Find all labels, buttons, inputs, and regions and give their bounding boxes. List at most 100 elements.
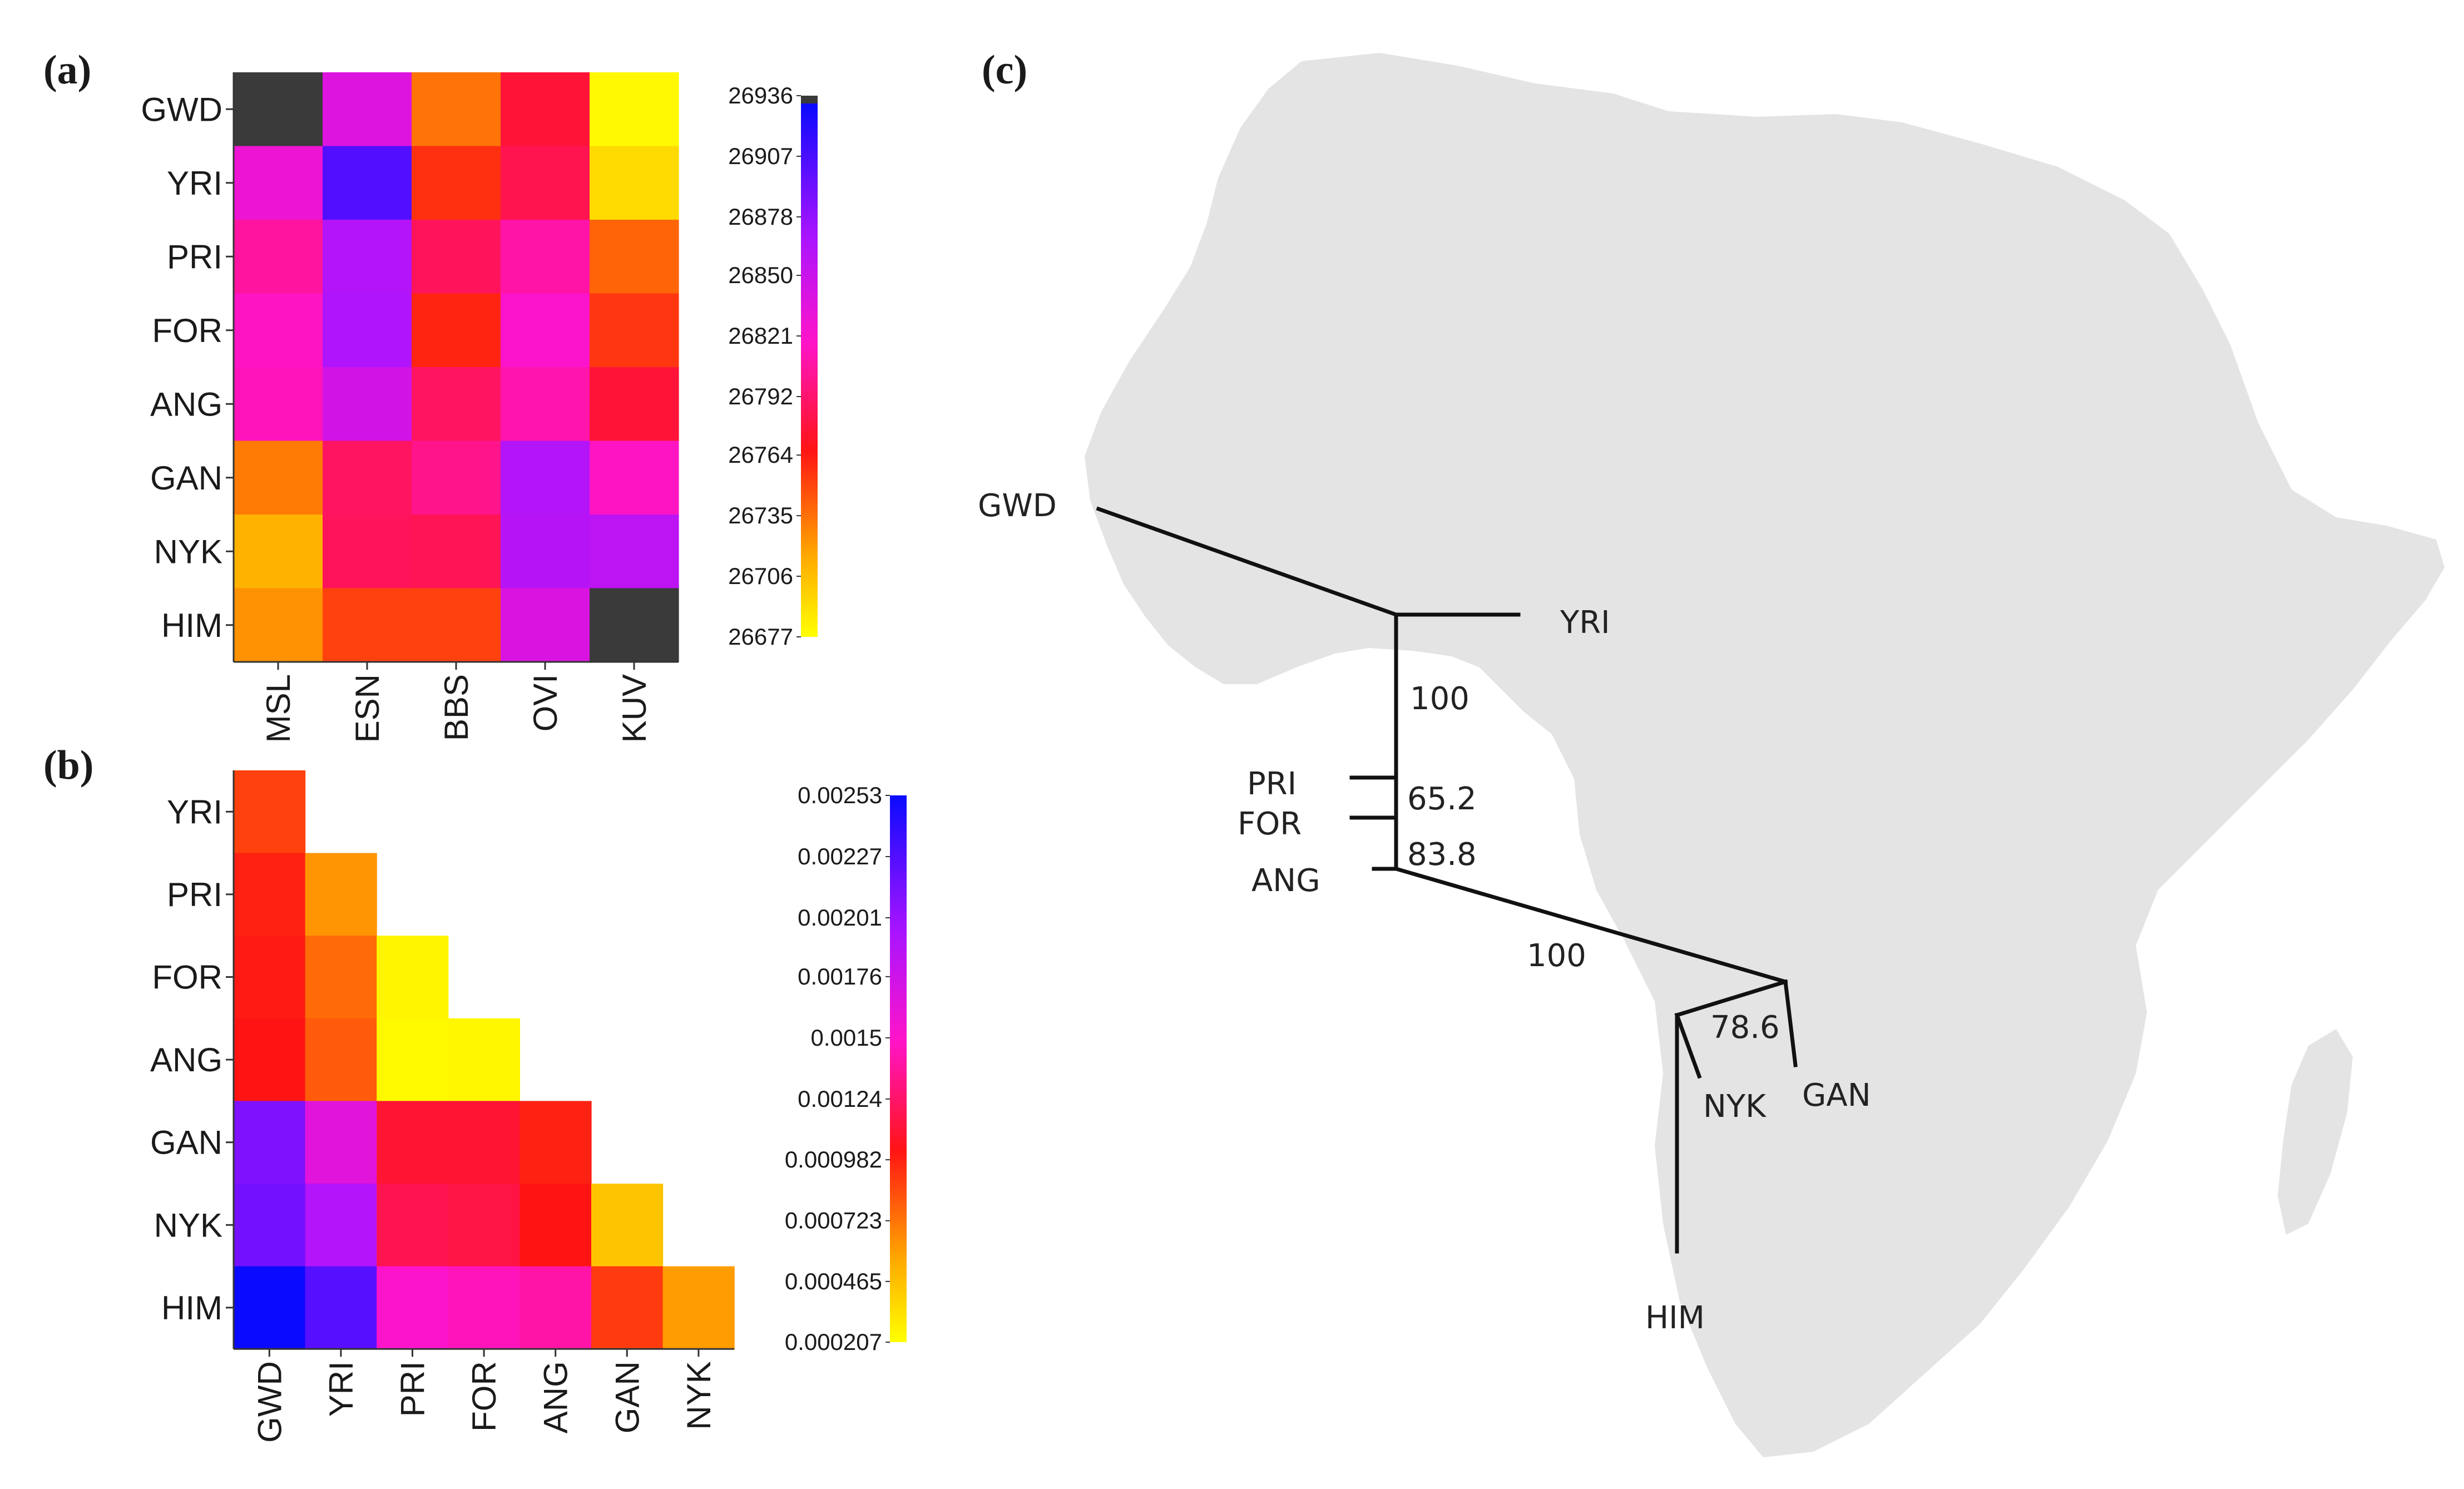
y-tick-label: ANG (150, 1041, 222, 1079)
heatmap-cell (305, 853, 377, 936)
heatmap-cell (591, 1266, 664, 1349)
colorbar-tick-label: 0.00124 (798, 1086, 882, 1112)
panel-label-c: (c) (982, 47, 1027, 93)
heatmap-cell (448, 1266, 520, 1349)
colorbar-tick-label: 26792 (728, 383, 793, 409)
heatmap-cell (519, 1266, 592, 1349)
heatmap-cell (234, 220, 323, 294)
y-tick-label: PRI (167, 876, 222, 913)
heatmap-cell (590, 72, 679, 147)
heatmap-cell (412, 293, 501, 368)
heatmap-cell (591, 1184, 664, 1267)
heatmap-cell (323, 515, 412, 589)
colorbar-tick-label: 26821 (728, 323, 793, 349)
tip-label-him: HIM (1645, 1300, 1705, 1336)
y-tick-label: HIM (161, 607, 222, 644)
colorbar-tick-label: 0.0015 (811, 1025, 882, 1051)
heatmap-cell (590, 588, 679, 662)
colorbar-tick-label: 26735 (728, 502, 793, 528)
heatmap-cell (448, 1018, 520, 1101)
heatmap-cell (412, 515, 501, 589)
heatmap-cell (234, 1266, 306, 1349)
heatmap-cell (305, 1101, 377, 1184)
bootstrap-value: 100 (1410, 681, 1470, 717)
heatmap-cell (501, 72, 590, 147)
heatmap-cell (234, 367, 323, 442)
branch-gwd (1096, 506, 1399, 617)
heatmap-cell (305, 1018, 377, 1101)
heatmap-cell (501, 146, 590, 220)
heatmap-cell (323, 588, 412, 662)
x-tick-label: FOR (466, 1361, 503, 1432)
bootstrap-value: 78.6 (1710, 1010, 1780, 1046)
x-tick-label: KUV (616, 674, 653, 743)
colorbar-tick-label: 26878 (728, 204, 793, 230)
y-tick-label: PRI (167, 238, 222, 275)
heatmap-cell (590, 146, 679, 220)
heatmap-cell (377, 1184, 449, 1267)
x-tick-label: BBS (438, 674, 475, 741)
heatmap-cell (323, 220, 412, 294)
heatmap-cell (412, 146, 501, 220)
heatmap-cell (234, 1184, 306, 1267)
africa-map (1085, 53, 2445, 1457)
y-tick-label: GAN (150, 1124, 222, 1161)
heatmap-cell (519, 1101, 592, 1184)
panel-label-b: (b) (43, 743, 93, 788)
y-tick-label: HIM (161, 1289, 222, 1327)
y-tick-label: ANG (150, 385, 222, 423)
colorbar (801, 103, 818, 637)
heatmap-cell (377, 936, 449, 1019)
colorbar-tick-label: 26907 (728, 143, 793, 169)
heatmap-cell (305, 936, 377, 1019)
x-tick-label: MSL (260, 674, 297, 743)
tip-label-yri: YRI (1560, 605, 1610, 641)
y-tick-label: GAN (150, 459, 222, 497)
bootstrap-value: 100 (1527, 938, 1586, 974)
heatmap-cell (323, 293, 412, 368)
heatmap-cell (234, 588, 323, 662)
y-tick-label: GWD (141, 91, 222, 128)
heatmap-cell (234, 515, 323, 589)
y-tick-label: FOR (152, 959, 222, 996)
x-tick-label: PRI (394, 1361, 432, 1417)
colorbar-tick-label: 0.000207 (785, 1329, 882, 1355)
heatmap-cell (412, 588, 501, 662)
heatmap-cell (501, 515, 590, 589)
heatmap-cell (501, 367, 590, 442)
heatmap-cell (234, 146, 323, 220)
heatmap-cell (448, 1184, 520, 1267)
tip-label-ang: ANG (1251, 863, 1320, 899)
heatmap-cell (234, 1018, 306, 1101)
heatmap-cell (323, 72, 412, 147)
y-tick-label: NYK (154, 1206, 222, 1244)
heatmap-cell (412, 367, 501, 442)
heatmap-cell (305, 1266, 377, 1349)
colorbar-tick-label: 26850 (728, 262, 793, 288)
heatmap-cell (590, 293, 679, 368)
y-tick-label: YRI (167, 793, 222, 830)
branch-nyk (1674, 1012, 1702, 1079)
bootstrap-value: 65.2 (1407, 781, 1477, 817)
heatmap-cell (590, 367, 679, 442)
panel-label-a: (a) (43, 47, 91, 93)
colorbar-tick-label: 0.000982 (785, 1146, 882, 1173)
heatmap-cell (234, 853, 306, 936)
x-tick-label: GAN (608, 1361, 646, 1433)
heatmap-cell (590, 441, 679, 515)
heatmap-cell (234, 1101, 306, 1184)
colorbar-tick-label: 26764 (728, 442, 793, 468)
heatmap-cell (323, 146, 412, 220)
x-tick-label: ESN (349, 674, 386, 743)
x-tick-label: NYK (680, 1361, 718, 1429)
colorbar-missing-swatch (801, 96, 818, 103)
madagascar (2278, 1029, 2353, 1235)
y-tick-label: FOR (152, 312, 222, 349)
heatmap-cell (448, 1101, 520, 1184)
tip-label-for: FOR (1238, 806, 1302, 842)
colorbar-tick-label: 0.00253 (798, 782, 882, 808)
colorbar-tick-label: 0.00227 (798, 843, 882, 869)
branch-south (1674, 979, 1788, 1018)
heatmap-cell (234, 293, 323, 368)
